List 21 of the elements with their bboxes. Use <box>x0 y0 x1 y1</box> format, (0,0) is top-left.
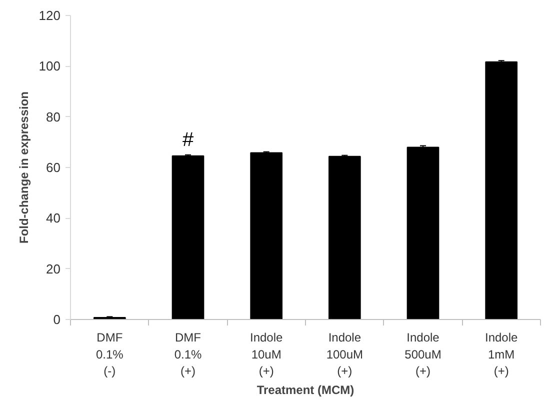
y-axis-title: Fold-change in expression <box>16 91 31 244</box>
y-tick-label: 60 <box>46 160 61 175</box>
bar <box>485 61 518 320</box>
y-tick-label: 120 <box>38 8 61 23</box>
x-tick-label: Indole 10uM (+) <box>250 330 284 378</box>
x-axis-title: Treatment (MCM) <box>256 383 354 398</box>
y-tick-label: 80 <box>46 109 61 124</box>
y-tick-label: 40 <box>46 210 61 226</box>
bar <box>328 156 361 320</box>
x-tick-label: Indole 100uM (+) <box>326 330 364 378</box>
y-tick-label: 20 <box>46 261 61 276</box>
x-tick-label: Indole 1mM (+) <box>484 330 518 378</box>
bar <box>406 146 440 320</box>
bar <box>172 155 204 320</box>
y-tick-label: 0 <box>53 312 61 327</box>
x-tick-label: Indole 500uM (+) <box>404 330 442 378</box>
annotation: # <box>182 128 194 151</box>
bar <box>250 152 282 320</box>
x-tick-label: DMF 0.1% (+) <box>174 330 202 378</box>
x-tick-label: DMF 0.1% (-) <box>96 330 124 378</box>
y-tick-label: 100 <box>38 58 61 74</box>
